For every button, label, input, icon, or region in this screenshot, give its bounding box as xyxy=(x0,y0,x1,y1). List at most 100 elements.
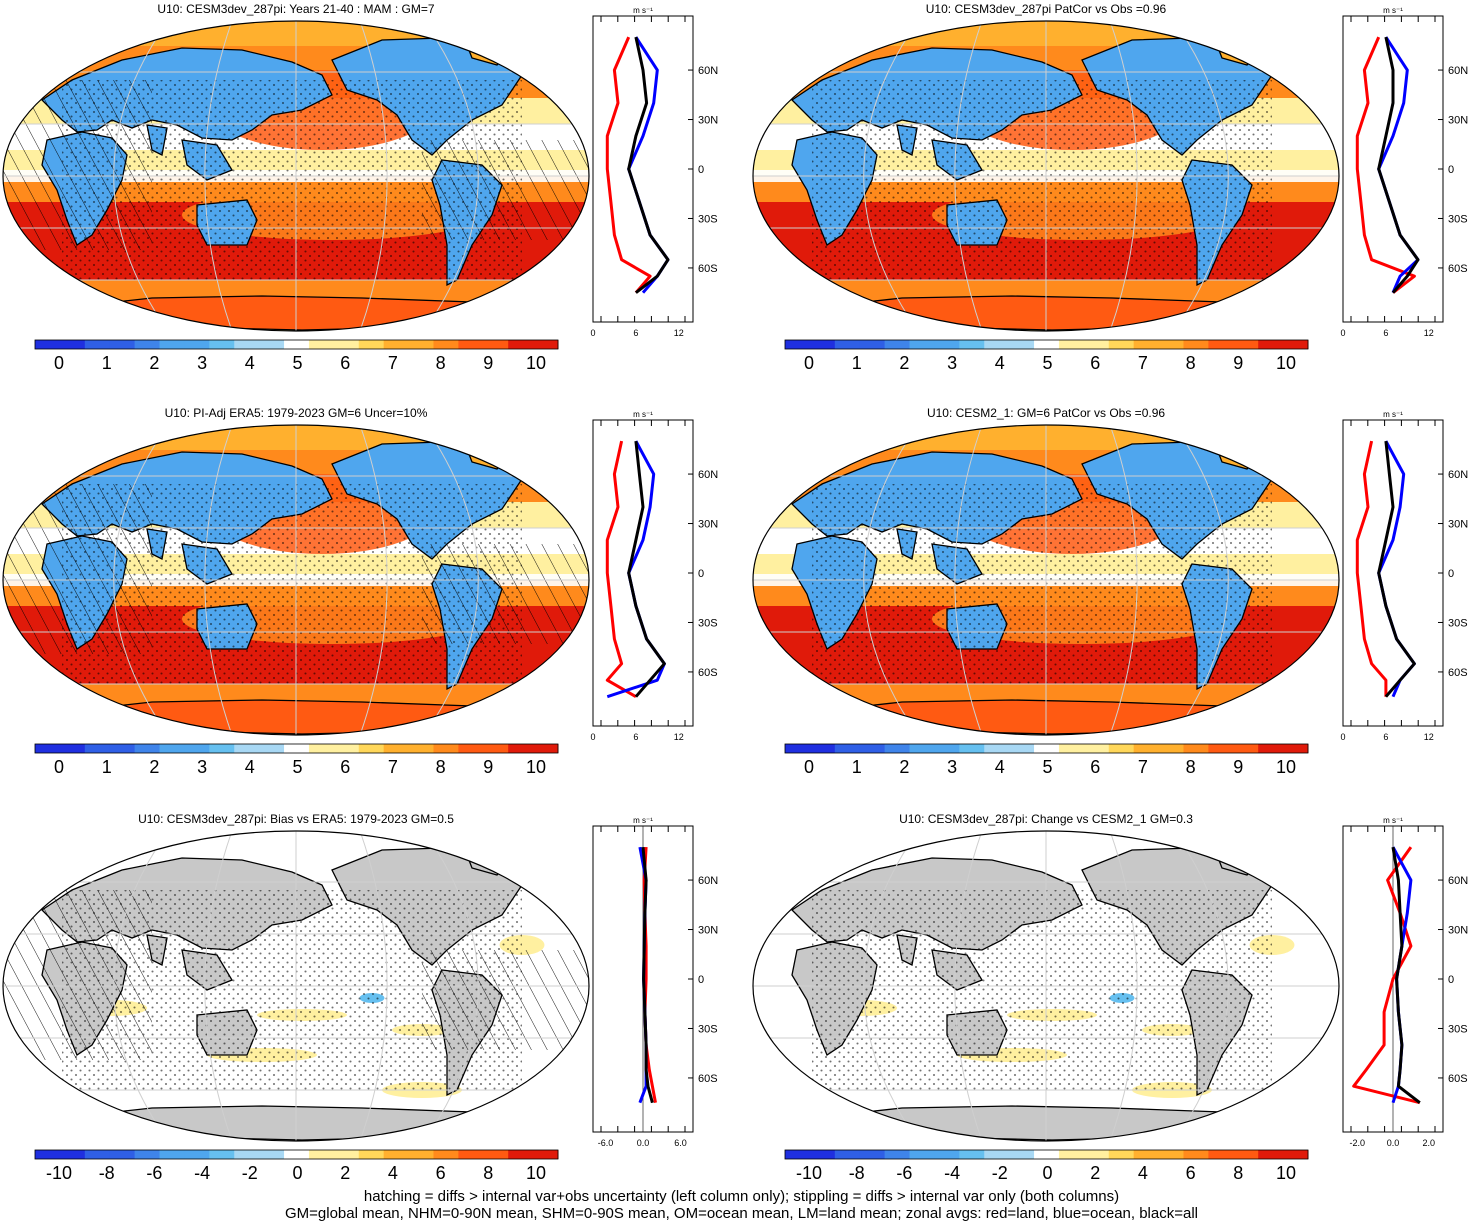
caption-line-2: GM=global mean, NHM=0-90N mean, SHM=0-90… xyxy=(284,1205,1198,1222)
colorbar-segment xyxy=(508,1150,534,1159)
lat-label: 0 xyxy=(698,974,704,986)
lat-label: 60S xyxy=(1448,263,1468,275)
colorbar-segment xyxy=(259,744,285,753)
graticule-lon xyxy=(863,21,920,331)
zonal-frame xyxy=(1342,419,1444,727)
panel-title: U10: CESM3dev_287pi: Bias vs ERA5: 1979-… xyxy=(138,812,454,826)
colorbar-label: -10 xyxy=(796,1163,822,1183)
colorbar-label: 2 xyxy=(149,757,159,777)
colorbar-segment xyxy=(834,1150,861,1159)
colorbar-segment xyxy=(84,744,111,753)
zonal-mean-plot: m s⁻¹ 60N 30N 0 30S 60S 0 6 12 xyxy=(1340,6,1468,338)
colorbar-segment xyxy=(1034,340,1060,349)
robinson-map xyxy=(752,830,1340,1142)
colorbar-label: 6 xyxy=(436,1163,446,1183)
colorbar-segment xyxy=(1183,340,1209,349)
colorbar-label: 10 xyxy=(1276,757,1296,777)
lat-label: 60N xyxy=(698,469,718,481)
zonal-x-label: -6.0 xyxy=(598,1138,614,1148)
colorbar-segment xyxy=(408,744,434,753)
colorbar-label: 3 xyxy=(947,353,957,373)
colorbar-segment xyxy=(184,1150,210,1159)
zonal-x-label: 0 xyxy=(1340,328,1345,338)
colorbar-segment xyxy=(234,1150,260,1159)
colorbar-segment xyxy=(959,1150,985,1159)
graticule-lon xyxy=(954,425,983,735)
zonal-x-label: 6 xyxy=(1383,732,1388,742)
lat-label: 0 xyxy=(1448,164,1454,176)
colorbar-label: 6 xyxy=(1186,1163,1196,1183)
graticule-lon xyxy=(1109,831,1138,1141)
zonal-line-all xyxy=(1391,846,1421,1104)
lat-label: 60N xyxy=(698,65,718,77)
colorbar-label: 6 xyxy=(1090,353,1100,373)
lat-label: 60S xyxy=(698,667,718,679)
colorbar-segment xyxy=(984,1150,1010,1159)
graticule-lon xyxy=(954,21,983,331)
colorbar-segment xyxy=(959,340,985,349)
colorbar-segment xyxy=(134,744,161,753)
colorbar-segment xyxy=(1058,1150,1085,1159)
colorbar-segment xyxy=(1183,744,1209,753)
colorbar-segment xyxy=(984,340,1010,349)
colorbar-segment xyxy=(909,1150,935,1159)
colorbar-segment xyxy=(1133,340,1160,349)
panel-title: U10: CESM3dev_287pi: Years 21-40 : MAM :… xyxy=(157,2,434,16)
colorbar-segment xyxy=(1208,744,1234,753)
colorbar-segment xyxy=(785,340,811,349)
colorbar-label: 0 xyxy=(54,757,64,777)
colorbar-segment xyxy=(184,340,210,349)
colorbar-segment xyxy=(1133,744,1160,753)
colorbar-label: 1 xyxy=(852,353,862,373)
colorbar-segment xyxy=(483,340,509,349)
colorbar-label: 4 xyxy=(1138,1163,1148,1183)
lat-label: 60N xyxy=(1448,875,1468,887)
map-border xyxy=(2,424,590,736)
graticule-lon xyxy=(204,425,233,735)
colorbar-segment xyxy=(1258,340,1284,349)
colorbar-segment xyxy=(109,744,136,753)
colorbar-segment xyxy=(1158,744,1184,753)
graticule-lon xyxy=(204,21,233,331)
zonal-mean-plot: m s⁻¹ 60N 30N 0 30S 60S 0 6 12 xyxy=(590,6,718,338)
colorbar-label: 4 xyxy=(388,1163,398,1183)
zonal-x-label: 6 xyxy=(1383,328,1388,338)
colorbar-label: 10 xyxy=(526,1163,546,1183)
colorbar-segment xyxy=(383,1150,410,1159)
colorbar-label: 8 xyxy=(1233,1163,1243,1183)
colorbar-segment xyxy=(159,744,185,753)
colorbar-segment xyxy=(785,744,811,753)
colorbar-segment xyxy=(1058,340,1085,349)
colorbar-label: 9 xyxy=(483,757,493,777)
colorbar-label: -8 xyxy=(99,1163,115,1183)
colorbar-segment xyxy=(59,744,86,753)
graticule-lon xyxy=(422,21,479,331)
colorbar-segment xyxy=(35,744,61,753)
graticule-lon xyxy=(863,831,920,1141)
colorbar-segment xyxy=(458,744,484,753)
graticule-lon xyxy=(204,831,233,1141)
zonal-line-all xyxy=(641,846,654,1104)
colorbar-segment xyxy=(358,744,385,753)
colorbar-segment xyxy=(308,1150,335,1159)
lat-label: 60N xyxy=(698,875,718,887)
colorbar-label: -2 xyxy=(992,1163,1008,1183)
colorbar-segment xyxy=(59,1150,86,1159)
colorbar-segment xyxy=(109,340,136,349)
hatch-overlay xyxy=(3,484,152,654)
zonal-units: m s⁻¹ xyxy=(633,6,653,15)
colorbar-label: 0 xyxy=(292,1163,302,1183)
graticule-lon xyxy=(113,831,170,1141)
colorbar-label: -8 xyxy=(849,1163,865,1183)
colorbar-segment xyxy=(433,340,459,349)
colorbar-frame xyxy=(784,1149,1309,1160)
colorbar-segment xyxy=(859,340,886,349)
zonal-mean-plot: m s⁻¹ 60N 30N 0 30S 60S -6.0 0.0 6.0 xyxy=(592,816,718,1148)
lat-label: 0 xyxy=(1448,974,1454,986)
hatch-overlay xyxy=(3,80,152,250)
colorbar-segment xyxy=(333,340,360,349)
colorbar-frame xyxy=(784,743,1309,754)
colorbar-label: 7 xyxy=(1138,353,1148,373)
zonal-units: m s⁻¹ xyxy=(1383,410,1403,419)
colorbar-segment xyxy=(458,1150,484,1159)
